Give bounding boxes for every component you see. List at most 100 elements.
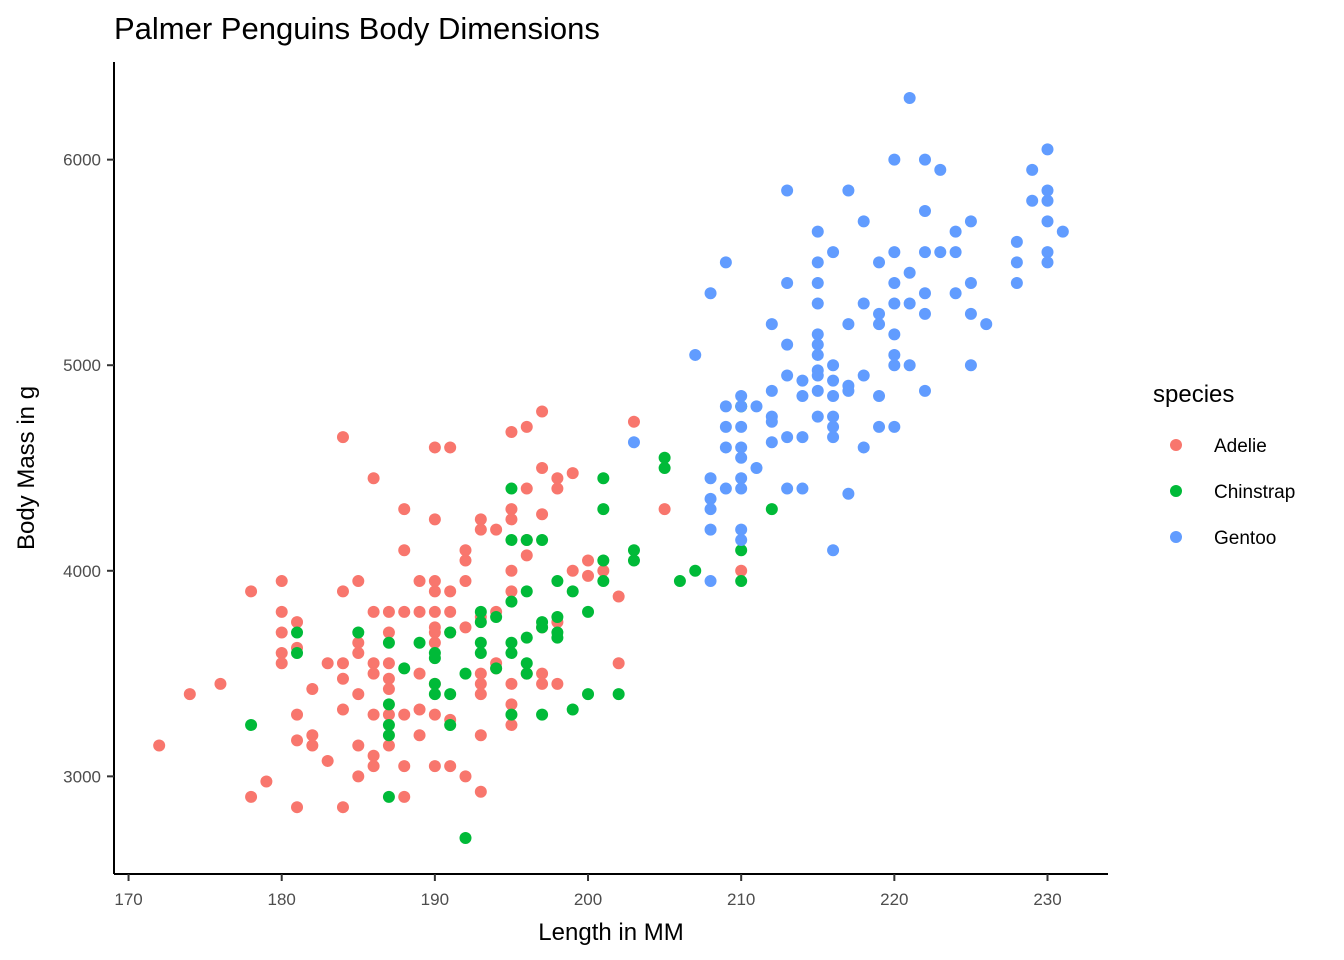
data-point: [842, 384, 855, 397]
data-point: [413, 729, 426, 742]
data-point: [260, 775, 273, 788]
data-point: [474, 729, 487, 742]
data-point: [275, 605, 288, 618]
data-point: [336, 672, 349, 685]
data-point: [428, 708, 441, 721]
data-point: [658, 503, 671, 516]
data-point: [306, 729, 319, 742]
data-point: [873, 256, 886, 269]
data-point: [336, 585, 349, 598]
data-point: [428, 605, 441, 618]
data-point: [367, 708, 380, 721]
data-point: [627, 544, 640, 557]
data-point: [627, 415, 640, 428]
data-point: [352, 770, 365, 783]
data-point: [459, 770, 472, 783]
data-point: [566, 703, 579, 716]
data-point: [765, 415, 778, 428]
data-point: [1041, 246, 1054, 259]
data-point: [735, 390, 748, 403]
data-point: [704, 575, 717, 588]
data-point: [474, 636, 487, 649]
data-point: [735, 400, 748, 413]
legend: species Adelie Chinstrap Gentoo: [1153, 381, 1295, 549]
data-point: [704, 492, 717, 505]
data-point: [214, 677, 227, 690]
data-point: [490, 611, 503, 624]
data-point: [842, 318, 855, 331]
data-point: [842, 184, 855, 197]
data-point: [536, 667, 549, 680]
data-point: [183, 688, 196, 701]
data-point: [796, 431, 809, 444]
data-point: [505, 636, 518, 649]
data-point: [413, 636, 426, 649]
data-point: [291, 626, 304, 639]
data-point: [398, 790, 411, 803]
data-point: [566, 564, 579, 577]
data-point: [796, 390, 809, 403]
data-point: [750, 462, 763, 474]
x-axis-title: Length in MM: [538, 919, 683, 946]
data-point: [536, 462, 549, 474]
data-point: [398, 605, 411, 618]
data-point: [811, 225, 824, 238]
data-point: [352, 647, 365, 660]
data-point: [612, 657, 625, 670]
data-point: [367, 667, 380, 680]
data-point: [505, 482, 518, 495]
data-point: [597, 503, 610, 516]
x-tick-label: 190: [421, 890, 449, 909]
data-point: [398, 760, 411, 773]
data-point: [444, 585, 457, 598]
data-point: [689, 348, 702, 361]
data-point: [336, 801, 349, 814]
data-point: [888, 359, 901, 372]
data-point: [536, 533, 549, 546]
x-tick-label: 230: [1033, 890, 1061, 909]
data-point: [505, 708, 518, 721]
data-point: [398, 708, 411, 721]
data-point: [658, 462, 671, 474]
data-point: [566, 585, 579, 598]
data-point: [536, 508, 549, 521]
data-point: [444, 688, 457, 701]
chart-title: Palmer Penguins Body Dimensions: [114, 11, 600, 46]
data-point: [474, 513, 487, 526]
data-point: [505, 698, 518, 711]
y-tick-label: 3000: [63, 767, 101, 786]
data-point: [964, 215, 977, 228]
data-point: [582, 688, 595, 701]
data-point: [505, 677, 518, 690]
data-point: [474, 647, 487, 660]
data-point: [367, 657, 380, 670]
data-point: [918, 153, 931, 166]
data-point: [275, 626, 288, 639]
data-point: [275, 575, 288, 588]
data-point: [903, 266, 916, 279]
data-point: [811, 328, 824, 341]
data-point: [444, 718, 457, 731]
data-point: [582, 605, 595, 618]
data-point: [903, 91, 916, 104]
data-point: [520, 631, 533, 644]
data-point: [857, 369, 870, 382]
data-point: [827, 359, 840, 372]
data-point: [398, 544, 411, 557]
data-point: [811, 410, 824, 423]
data-point: [597, 554, 610, 567]
data-point: [367, 605, 380, 618]
data-point: [382, 672, 395, 685]
data-point: [551, 611, 564, 624]
data-point: [1056, 225, 1069, 238]
data-point: [627, 436, 640, 449]
data-point: [811, 384, 824, 397]
data-point: [811, 256, 824, 269]
data-point: [735, 441, 748, 454]
data-point: [352, 688, 365, 701]
data-point: [505, 503, 518, 516]
data-point: [444, 441, 457, 454]
data-point: [888, 348, 901, 361]
data-point: [781, 369, 794, 382]
